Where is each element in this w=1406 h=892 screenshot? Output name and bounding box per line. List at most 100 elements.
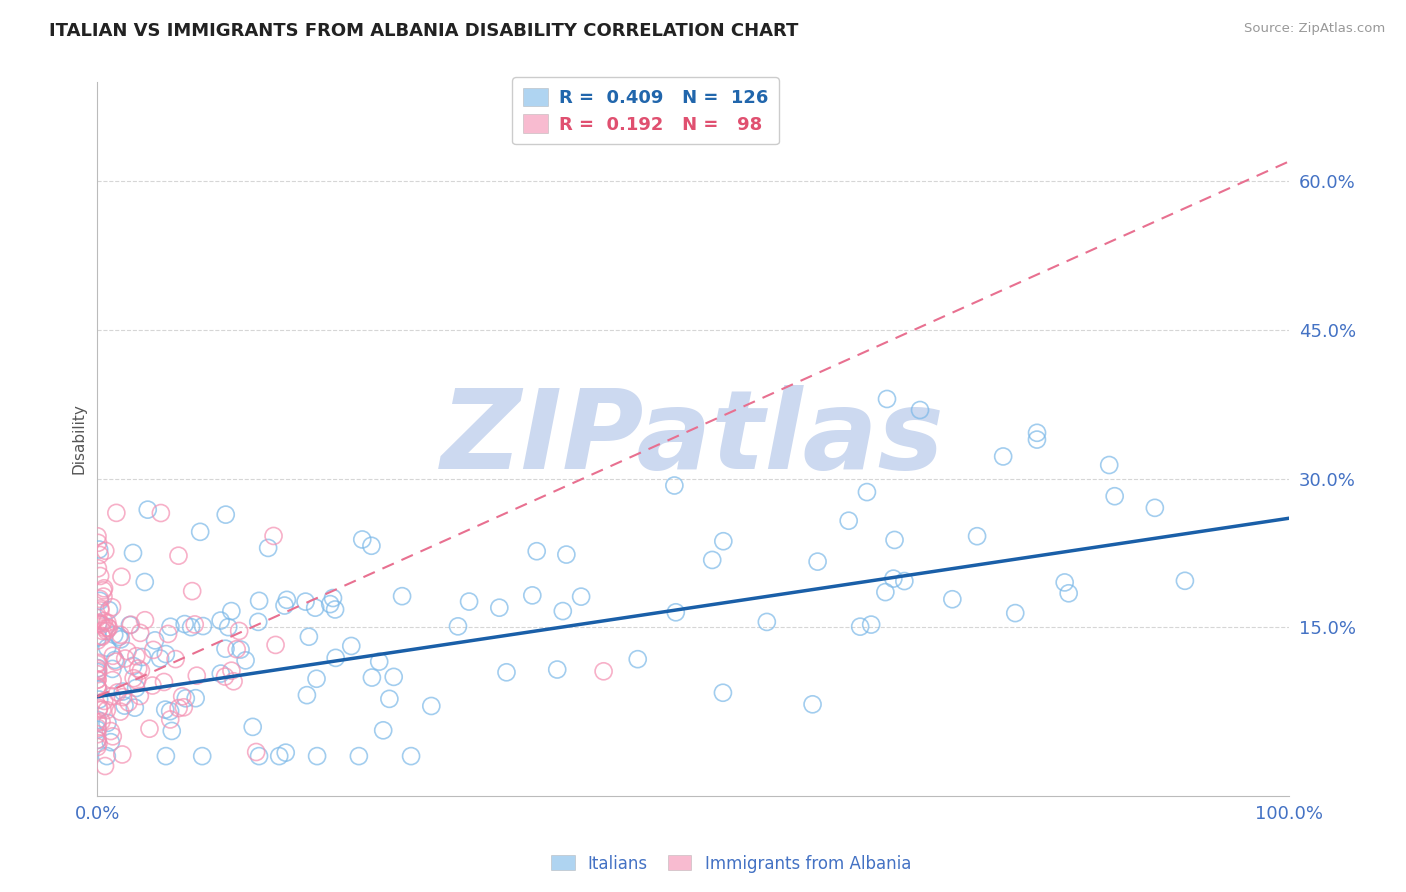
Point <box>89 548 111 562</box>
Point <box>86 713 108 727</box>
Point <box>96 624 118 638</box>
Point <box>711 686 734 700</box>
Point <box>856 485 879 500</box>
Point <box>91 630 114 644</box>
Point <box>167 549 190 563</box>
Point <box>447 619 470 633</box>
Point <box>122 659 145 673</box>
Point <box>304 600 326 615</box>
Point <box>592 665 614 679</box>
Point <box>86 723 108 737</box>
Point <box>89 616 111 631</box>
Point <box>1004 606 1026 620</box>
Point <box>860 617 883 632</box>
Point <box>269 749 291 764</box>
Point <box>149 651 172 665</box>
Point <box>488 600 510 615</box>
Point <box>91 624 114 638</box>
Point <box>325 651 347 665</box>
Point <box>129 664 152 678</box>
Point <box>188 524 211 539</box>
Point <box>305 672 328 686</box>
Point <box>111 747 134 762</box>
Point <box>361 671 384 685</box>
Point <box>86 739 108 754</box>
Point <box>229 642 252 657</box>
Point <box>373 723 395 738</box>
Point <box>125 649 148 664</box>
Point <box>87 664 110 678</box>
Point <box>153 675 176 690</box>
Point <box>86 529 108 543</box>
Point <box>90 714 112 729</box>
Point <box>186 668 208 682</box>
Point <box>104 653 127 667</box>
Point <box>221 664 243 678</box>
Point <box>129 626 152 640</box>
Point <box>941 592 963 607</box>
Point <box>191 749 214 764</box>
Point <box>100 724 122 739</box>
Point <box>155 647 177 661</box>
Point <box>101 600 124 615</box>
Point <box>184 691 207 706</box>
Point <box>86 667 108 681</box>
Point <box>87 703 110 717</box>
Point <box>97 621 120 635</box>
Point <box>110 570 132 584</box>
Point <box>90 629 112 643</box>
Point <box>91 703 114 717</box>
Point <box>122 671 145 685</box>
Point <box>225 642 247 657</box>
Point <box>458 594 481 608</box>
Point <box>86 715 108 730</box>
Point <box>86 733 108 747</box>
Point <box>104 655 127 669</box>
Point <box>711 534 734 549</box>
Point <box>96 749 118 764</box>
Point <box>97 621 120 635</box>
Point <box>368 655 391 669</box>
Point <box>1026 433 1049 447</box>
Point <box>134 574 156 589</box>
Point <box>294 594 316 608</box>
Point <box>87 615 110 630</box>
Y-axis label: Disability: Disability <box>72 403 86 475</box>
Point <box>103 628 125 642</box>
Point <box>875 585 897 599</box>
Point <box>235 653 257 667</box>
Point <box>89 594 111 608</box>
Point <box>352 533 374 547</box>
Point <box>215 508 238 522</box>
Point <box>1104 489 1126 503</box>
Point <box>882 572 904 586</box>
Point <box>128 689 150 703</box>
Point <box>94 759 117 773</box>
Point <box>125 681 148 695</box>
Point <box>94 543 117 558</box>
Point <box>1053 575 1076 590</box>
Point <box>347 749 370 764</box>
Point <box>274 746 297 760</box>
Point <box>101 729 124 743</box>
Point <box>323 602 346 616</box>
Point <box>96 640 118 655</box>
Point <box>155 703 177 717</box>
Point <box>142 643 165 657</box>
Point <box>378 691 401 706</box>
Point <box>627 652 650 666</box>
Point <box>86 680 108 694</box>
Point <box>174 691 197 706</box>
Point <box>87 561 110 575</box>
Point <box>96 715 118 730</box>
Point <box>114 698 136 713</box>
Point <box>1026 425 1049 440</box>
Point <box>159 620 181 634</box>
Point <box>191 619 214 633</box>
Point <box>141 679 163 693</box>
Point <box>665 605 688 619</box>
Point <box>155 749 177 764</box>
Point <box>307 749 329 764</box>
Legend: Italians, Immigrants from Albania: Italians, Immigrants from Albania <box>544 848 918 880</box>
Point <box>228 624 250 638</box>
